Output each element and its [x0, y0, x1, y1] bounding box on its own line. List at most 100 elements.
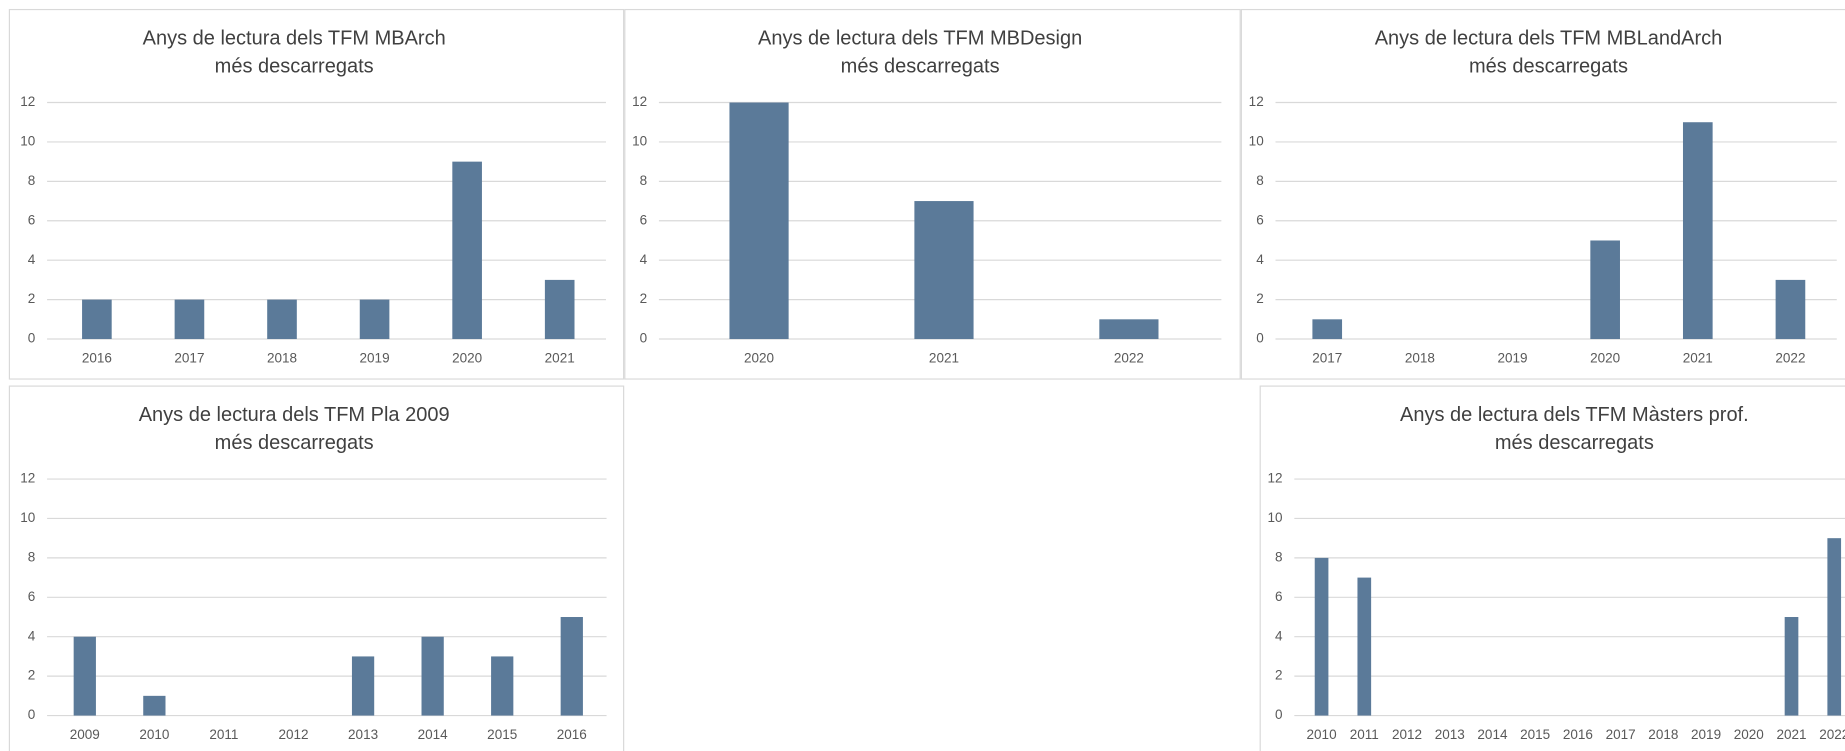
y-tick-label: 2	[1256, 291, 1264, 306]
y-tick-label: 8	[28, 173, 36, 188]
bar	[1682, 122, 1713, 340]
y-tick-label: 6	[28, 589, 36, 604]
panel-border	[8, 385, 625, 751]
y-tick-label: 8	[1275, 549, 1283, 564]
y-tick-label: 12	[20, 471, 35, 486]
x-tick-label: 2018	[267, 351, 297, 366]
bar	[73, 636, 96, 716]
x-tick-label: 2020	[1590, 351, 1620, 366]
x-tick-label: 2022	[1775, 351, 1805, 366]
x-tick-label: 2016	[557, 727, 587, 742]
y-tick-label: 4	[1256, 252, 1264, 267]
bar	[491, 656, 514, 716]
chart-title: Anys de lectura dels TFM Pla 2009	[139, 404, 450, 426]
bar	[560, 617, 583, 716]
x-tick-label: 2016	[1563, 727, 1593, 742]
y-tick-label: 10	[1268, 510, 1283, 525]
x-tick-label: 2011	[1350, 727, 1379, 742]
bar	[1775, 279, 1806, 340]
x-tick-label: 2013	[348, 727, 378, 742]
x-tick-label: 2017	[174, 351, 204, 366]
y-tick-label: 8	[640, 173, 648, 188]
bar	[914, 201, 974, 340]
y-tick-label: 12	[1268, 471, 1283, 486]
chart-title: més descarregats	[215, 55, 374, 77]
y-tick-label: 12	[632, 94, 647, 109]
bar	[1099, 319, 1159, 340]
y-tick-label: 4	[28, 628, 36, 643]
x-tick-label: 2021	[929, 351, 959, 366]
chart-panel: Anys de lectura dels TFM Pla 2009 més des…	[8, 385, 625, 751]
chart-title: Anys de lectura dels TFM MBLandArch	[1375, 27, 1723, 49]
x-tick-label: 2021	[1683, 351, 1713, 366]
y-tick-label: 2	[640, 291, 648, 306]
chart-title: Anys de lectura dels TFM MBDesign	[758, 27, 1082, 49]
bar	[267, 299, 297, 340]
chart-title: Anys de lectura dels TFM MBArch	[143, 27, 446, 49]
y-tick-label: 0	[28, 331, 36, 346]
panel-border	[1240, 8, 1845, 380]
y-tick-label: 6	[1256, 212, 1264, 227]
bar	[1784, 617, 1799, 716]
y-tick-label: 6	[640, 212, 648, 227]
bar	[359, 299, 390, 340]
x-tick-label: 2009	[70, 727, 100, 742]
x-tick-label: 2018	[1405, 351, 1435, 366]
x-tick-label: 2015	[487, 727, 517, 742]
bar	[1314, 557, 1329, 716]
y-tick-label: 12	[1249, 94, 1264, 109]
x-tick-label: 2021	[1776, 727, 1806, 742]
x-tick-label: 2017	[1606, 727, 1636, 742]
y-tick-label: 6	[28, 212, 36, 227]
chart-panel: Anys de lectura dels TFM MBArch més desca…	[8, 8, 625, 380]
bar	[1590, 240, 1620, 340]
x-tick-label: 2011	[209, 727, 238, 742]
y-tick-label: 0	[1256, 331, 1264, 346]
x-tick-label: 2020	[744, 351, 774, 366]
y-tick-label: 10	[632, 134, 647, 149]
bar	[729, 102, 789, 340]
bar	[143, 695, 166, 716]
x-tick-label: 2014	[1477, 727, 1508, 742]
bar	[421, 636, 444, 716]
y-tick-label: 2	[28, 291, 36, 306]
x-tick-label: 2018	[1648, 727, 1678, 742]
chart-panel: Anys de lectura dels TFM MBDesign més des…	[624, 8, 1241, 380]
x-tick-label: 2022	[1819, 727, 1845, 742]
panel-border	[8, 8, 625, 380]
y-tick-label: 2	[28, 668, 36, 683]
bar	[1312, 319, 1343, 340]
chart-title: més descarregats	[1495, 432, 1654, 454]
x-tick-label: 2010	[139, 727, 169, 742]
x-tick-label: 2015	[1520, 727, 1550, 742]
x-tick-label: 2021	[545, 351, 575, 366]
bar	[1357, 577, 1372, 716]
chart-title: més descarregats	[215, 432, 374, 454]
x-tick-label: 2016	[82, 351, 112, 366]
x-tick-label: 2022	[1114, 351, 1144, 366]
x-tick-label: 2017	[1312, 351, 1342, 366]
x-tick-label: 2012	[1392, 727, 1422, 742]
y-tick-label: 4	[1275, 628, 1283, 643]
y-tick-label: 0	[1275, 707, 1283, 722]
bar	[452, 161, 482, 340]
chart-panel: Anys de lectura dels TFM MBLandArch més d…	[1240, 8, 1845, 380]
y-tick-label: 4	[640, 252, 648, 267]
x-tick-label: 2010	[1307, 727, 1337, 742]
y-tick-label: 0	[28, 707, 36, 722]
x-tick-label: 2019	[1691, 727, 1721, 742]
chart-title: més descarregats	[1469, 55, 1628, 77]
y-tick-label: 10	[20, 510, 35, 525]
x-tick-label: 2020	[452, 351, 482, 366]
y-tick-label: 10	[20, 134, 35, 149]
y-tick-label: 10	[1249, 134, 1264, 149]
y-tick-label: 6	[1275, 589, 1283, 604]
bar	[351, 656, 375, 716]
x-tick-label: 2019	[1497, 351, 1527, 366]
bar	[174, 299, 205, 340]
x-tick-label: 2014	[418, 727, 449, 742]
y-tick-label: 4	[28, 252, 36, 267]
x-tick-label: 2019	[360, 351, 390, 366]
chart-title: Anys de lectura dels TFM Màsters prof.	[1400, 404, 1749, 426]
